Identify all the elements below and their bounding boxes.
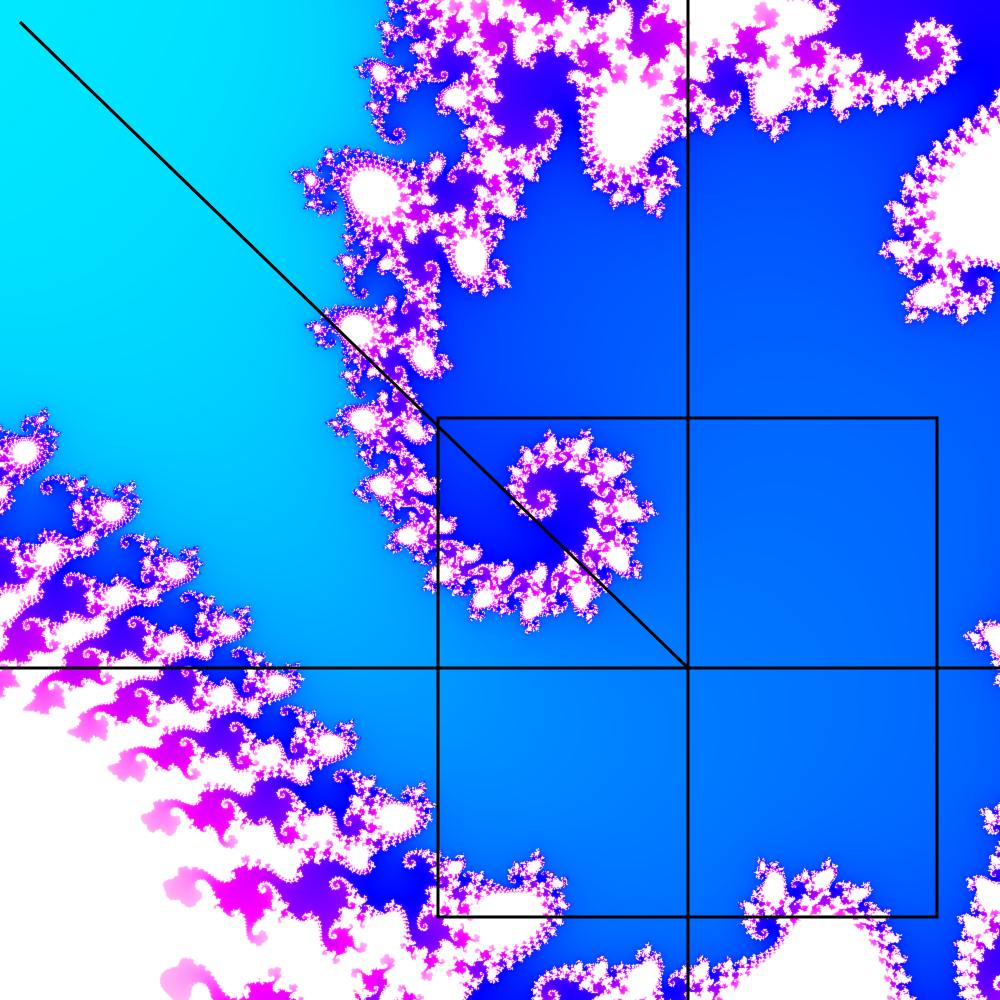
zoom-selection-box[interactable] [436,416,939,919]
diagonal-line [18,20,690,670]
